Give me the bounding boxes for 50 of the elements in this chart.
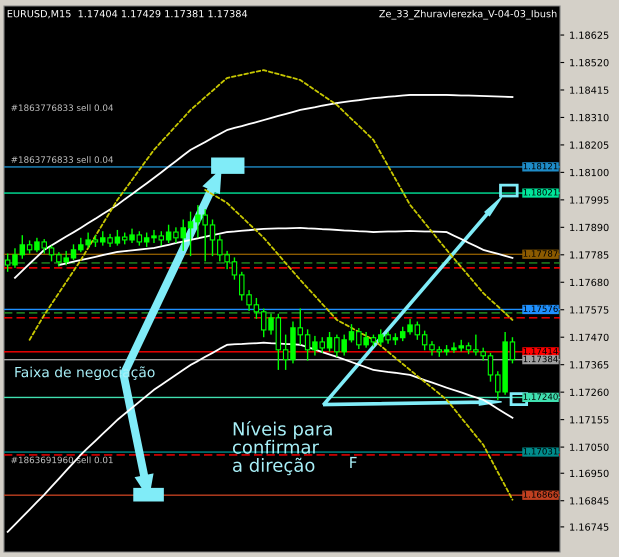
ref-line-label: 1.17031 (524, 448, 558, 455)
y-tick-label: 1.18415 (570, 86, 608, 94)
y-tick-label: 1.17995 (570, 196, 608, 204)
chart-subtitle: Ze_33_Zhuravlerezka_V-04-03_Ibush (379, 10, 556, 20)
y-tick-label: 1.18205 (570, 141, 608, 149)
ref-line-label: 1.17240 (524, 393, 558, 400)
ref-line-label: 1.17414 (524, 348, 558, 354)
ref-line-label: 1.17576 (524, 305, 558, 312)
y-tick-label: 1.17365 (570, 361, 608, 369)
y-tick-label: 1.16950 (570, 470, 609, 478)
chart-title: EURUSD,M15 1.17404 1.17429 1.17381 1.17384 (8, 10, 248, 18)
candlestick (20, 234, 26, 260)
annotation: #1863776833 sell 0.04 (11, 156, 114, 163)
y-tick-label: 1.16745 (570, 523, 608, 531)
candlestick (239, 271, 245, 302)
y-tick-label: 1.16845 (570, 497, 608, 505)
ref-line-label: 1.17787 (524, 250, 558, 257)
ref-line-label: 1.18121 (524, 162, 558, 170)
candlestick (122, 232, 128, 246)
y-tick-label: 1.18310 (570, 114, 609, 122)
annotation: #1863776833 sell 0.04 (11, 104, 114, 112)
candlestick (319, 336, 325, 354)
candlestick (41, 238, 47, 254)
candlestick (458, 339, 464, 352)
y-tick-label: 1.17575 (570, 306, 608, 314)
y-tick-label: 1.17155 (570, 416, 608, 424)
y-tick-label: 1.18520 (570, 58, 609, 66)
y-tick-label: 1.17260 (570, 388, 609, 396)
annotation: #1863691960 sell 0.01 (11, 456, 113, 464)
candlestick (436, 346, 442, 358)
y-tick-label: 1.17470 (570, 334, 609, 342)
candlestick (400, 326, 406, 342)
ref-line-label: 1.17384 (524, 356, 558, 362)
annotation: Níveis para confirmar a direção (232, 420, 332, 476)
candlestick (260, 308, 266, 338)
ref-line-label: 1.18021 (524, 189, 558, 196)
y-tick-label: 1.17050 (570, 444, 609, 451)
candlestick (298, 308, 304, 346)
y-tick-label: 1.18100 (570, 168, 609, 176)
ref-line-label: 1.16866 (524, 491, 558, 498)
candlestick (158, 230, 164, 246)
y-tick-label: 1.17785 (570, 251, 608, 259)
annotation: F (350, 456, 357, 468)
y-tick-label: 1.17680 (570, 278, 609, 286)
candlestick (180, 218, 186, 252)
candlestick (100, 230, 106, 246)
line-series (204, 189, 514, 501)
candlestick (378, 328, 384, 346)
y-tick-label: 1.18625 (570, 32, 608, 39)
y-tick-label: 1.17890 (570, 224, 609, 232)
